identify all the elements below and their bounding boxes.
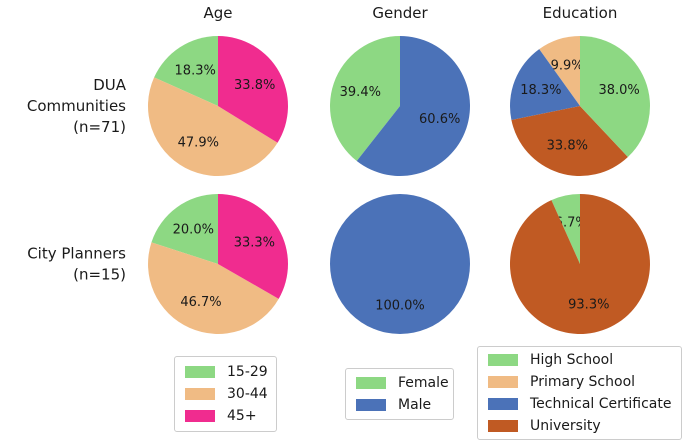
- legend-age: 15-29 30-44 45+: [174, 356, 277, 432]
- legend-label: Female: [398, 375, 449, 391]
- slice-male: [356, 36, 471, 177]
- slice-45: [218, 36, 288, 143]
- legend-label: 30-44: [227, 386, 268, 402]
- column-title-education: Education: [543, 4, 618, 22]
- pie-r0-c0: 18.3% 47.9% 33.8%: [147, 36, 288, 177]
- legend-swatch: [356, 399, 386, 411]
- slice-label-male: 60.6%: [419, 112, 460, 127]
- slice-30-44: [148, 242, 279, 334]
- column-title-gender: Gender: [372, 4, 428, 22]
- legend-label: Primary School: [530, 374, 636, 390]
- slice-15-29: [154, 36, 218, 106]
- legend-swatch: [488, 398, 518, 410]
- slice-30-44: [147, 77, 278, 177]
- legend-label: 15-29: [227, 364, 268, 380]
- slice-label-30-44: 46.7%: [180, 295, 221, 310]
- slice-technical-certificate: [509, 49, 580, 120]
- row-label-1-line-1: (n=15): [73, 266, 126, 284]
- legend-item-high-school: High School: [488, 349, 671, 371]
- legend-label: Male: [398, 397, 432, 413]
- legend-item-30-44: 30-44: [185, 383, 268, 405]
- legend-education: High School Primary School Technical Certi…: [477, 346, 682, 440]
- slice-label-technical-certificate: 18.3%: [520, 83, 561, 98]
- slice-label-45: 33.8%: [234, 78, 275, 93]
- legend-swatch: [488, 376, 518, 388]
- slice-label-15-29: 20.0%: [173, 223, 214, 238]
- legend-item-university: University: [488, 415, 671, 437]
- row-label-0-line-2: (n=71): [73, 118, 126, 136]
- slice-university: [509, 194, 650, 334]
- legend-label: University: [530, 418, 601, 434]
- slice-label-university: 93.3%: [568, 298, 609, 313]
- row-label-1-line-0: City Planners: [27, 245, 126, 263]
- slice-label-primary-school: 9.9%: [551, 59, 584, 74]
- slice-label-30-44: 47.9%: [178, 136, 219, 151]
- legend-swatch: [356, 377, 386, 389]
- slice-label-high-school: 38.0%: [598, 83, 639, 98]
- legend-item-technical-certificate: Technical Certificate: [488, 393, 671, 415]
- pie-r1-c2: 6.7%93.3%: [509, 194, 650, 334]
- pie-r0-c1: 39.4% 60.6%: [330, 36, 471, 177]
- legend-item-male: Male: [356, 394, 443, 416]
- pie-r1-c1: 100.0%: [330, 194, 470, 334]
- legend-gender: Female Male: [345, 368, 454, 420]
- slice-label-female: 39.4%: [340, 85, 381, 100]
- legend-swatch: [185, 366, 215, 378]
- slice-male: [330, 194, 470, 334]
- row-label-0-line-1: Communities: [27, 97, 126, 115]
- slice-45: [218, 194, 288, 299]
- legend-swatch: [488, 420, 518, 432]
- legend-item-15-29: 15-29: [185, 361, 268, 383]
- slice-15-29: [151, 194, 218, 264]
- legend-label: Technical Certificate: [530, 396, 672, 412]
- pie-r1-c0: 20.0% 46.7% 33.3%: [148, 194, 288, 334]
- slice-university: [511, 106, 628, 177]
- legend-swatch: [488, 354, 518, 366]
- slice-high-school: [580, 35, 651, 158]
- slice-label-45: 33.3%: [234, 236, 275, 251]
- legend-item-45: 45+: [185, 405, 266, 427]
- slice-label-15-29: 18.3%: [175, 63, 216, 78]
- legend-item-female: Female: [356, 372, 449, 394]
- column-title-age: Age: [203, 4, 232, 22]
- legend-label: 45+: [227, 408, 257, 424]
- slice-label-university: 33.8%: [547, 139, 588, 154]
- row-label-0-line-0: DUA: [93, 76, 127, 94]
- legend-swatch: [185, 388, 215, 400]
- slice-female: [330, 36, 400, 162]
- legend-label: High School: [530, 352, 614, 368]
- pie-r0-c2: 9.9% 18.3% 33.8% 38.0%: [509, 35, 651, 177]
- slice-high-school: [551, 194, 580, 264]
- slice-label-male: 100.0%: [375, 299, 425, 314]
- slice-primary-school: [539, 36, 580, 106]
- legend-swatch: [185, 410, 215, 422]
- legend-item-primary-school: Primary School: [488, 371, 671, 393]
